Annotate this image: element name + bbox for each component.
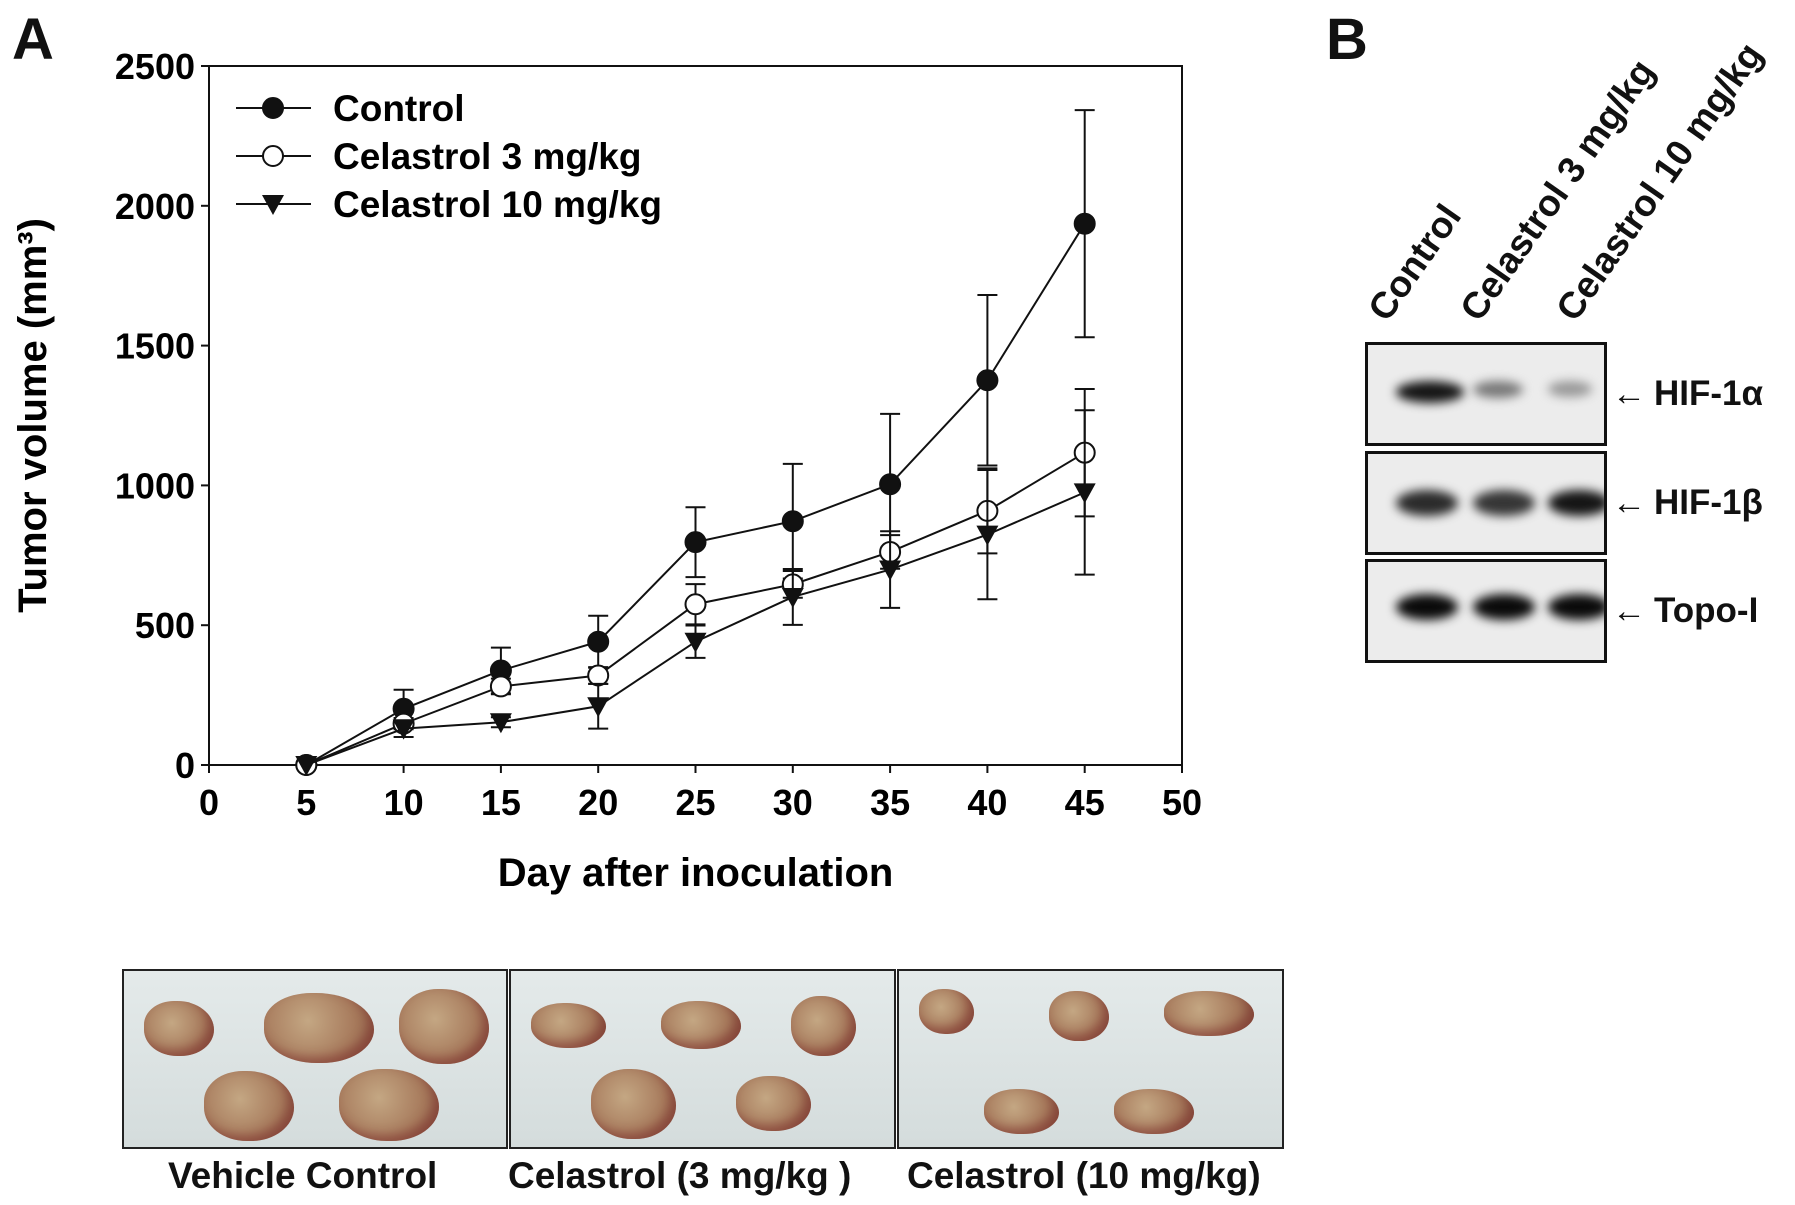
- x-tick-label: 20: [578, 782, 618, 823]
- data-point: [781, 510, 804, 533]
- blot-band: [1473, 490, 1535, 516]
- blot-panel: [1365, 451, 1607, 555]
- blot-band: [1548, 594, 1604, 620]
- y-tick-label: 1000: [115, 465, 195, 506]
- legend-label: Celastrol 3 mg/kg: [333, 136, 641, 177]
- data-point: [1073, 212, 1096, 235]
- data-point: [684, 531, 707, 554]
- blot-band: [1548, 490, 1604, 516]
- panel-b-label: B: [1326, 7, 1368, 72]
- data-point: [684, 593, 707, 616]
- blot-row-label: ← Topo-I: [1612, 591, 1758, 631]
- data-point: [489, 675, 512, 698]
- data-point: [587, 664, 610, 687]
- tumor-photo-celastrol-10: [897, 969, 1284, 1149]
- blot-band: [1473, 594, 1535, 620]
- legend-marker: [262, 97, 284, 119]
- panel-a-label: A: [12, 7, 54, 72]
- y-tick-label: 0: [175, 745, 195, 786]
- data-point: [489, 713, 512, 734]
- series-line-0: [305, 223, 1086, 766]
- blot-band: [1396, 381, 1464, 403]
- x-tick-label: 15: [481, 782, 521, 823]
- data-point: [976, 525, 999, 546]
- y-tick-label: 2000: [115, 186, 195, 227]
- tumor-photo-celastrol-3: [509, 969, 896, 1149]
- x-tick-label: 35: [870, 782, 910, 823]
- photo-label-celastrol-10: Celastrol (10 mg/kg): [907, 1155, 1261, 1196]
- data-point: [781, 587, 804, 608]
- tumor-photo-vehicle: [122, 969, 508, 1149]
- protein-label: HIF-1β: [1654, 483, 1763, 522]
- data-point: [295, 756, 318, 776]
- y-axis-title: Tumor volume (mm³): [11, 218, 55, 613]
- blot-row-label: ← HIF-1α: [1612, 374, 1763, 414]
- x-axis-title: Day after inoculation: [498, 851, 894, 895]
- blot-band: [1548, 381, 1592, 397]
- data-point: [879, 473, 902, 496]
- data-point: [587, 697, 610, 718]
- legend-label: Control: [333, 88, 465, 129]
- tumor-volume-chart: 0 5 10 15 20 25 30 35 40 45 5005001000150020002500…: [11, 46, 1202, 895]
- x-tick-label: 45: [1065, 782, 1105, 823]
- photo-label-celastrol-3: Celastrol (3 mg/kg ): [508, 1155, 852, 1196]
- y-tick-label: 500: [135, 605, 195, 646]
- x-tick-label: 30: [773, 782, 813, 823]
- photo-label-vehicle: Vehicle Control: [168, 1155, 438, 1196]
- blot-band: [1473, 381, 1523, 398]
- x-tick-label: 50: [1162, 782, 1202, 823]
- x-tick-label: 25: [675, 782, 715, 823]
- arrow-left-icon: ←: [1612, 591, 1646, 630]
- protein-label: Topo-I: [1654, 591, 1759, 630]
- blot-band: [1396, 490, 1458, 516]
- blot-panel: [1365, 559, 1607, 663]
- blot-panel: [1365, 342, 1607, 446]
- data-point: [879, 560, 902, 581]
- legend-marker: [262, 145, 284, 167]
- arrow-left-icon: ←: [1612, 483, 1646, 522]
- data-point: [976, 369, 999, 392]
- y-tick-label: 1500: [115, 326, 195, 367]
- y-tick-label: 2500: [115, 46, 195, 87]
- x-tick-label: 5: [296, 782, 316, 823]
- lane-label-control: Control: [1360, 196, 1470, 329]
- legend-marker: [262, 195, 284, 215]
- data-point: [587, 630, 610, 653]
- legend-label: Celastrol 10 mg/kg: [333, 184, 662, 225]
- x-tick-label: 40: [967, 782, 1007, 823]
- x-tick-label: 0: [199, 782, 219, 823]
- blot-band: [1396, 594, 1458, 620]
- arrow-left-icon: ←: [1612, 374, 1646, 413]
- data-point: [392, 719, 415, 740]
- protein-label: HIF-1α: [1654, 374, 1764, 413]
- x-tick-label: 10: [384, 782, 424, 823]
- data-point: [1073, 483, 1096, 504]
- data-point: [684, 632, 707, 653]
- blot-row-label: ← HIF-1β: [1612, 483, 1763, 523]
